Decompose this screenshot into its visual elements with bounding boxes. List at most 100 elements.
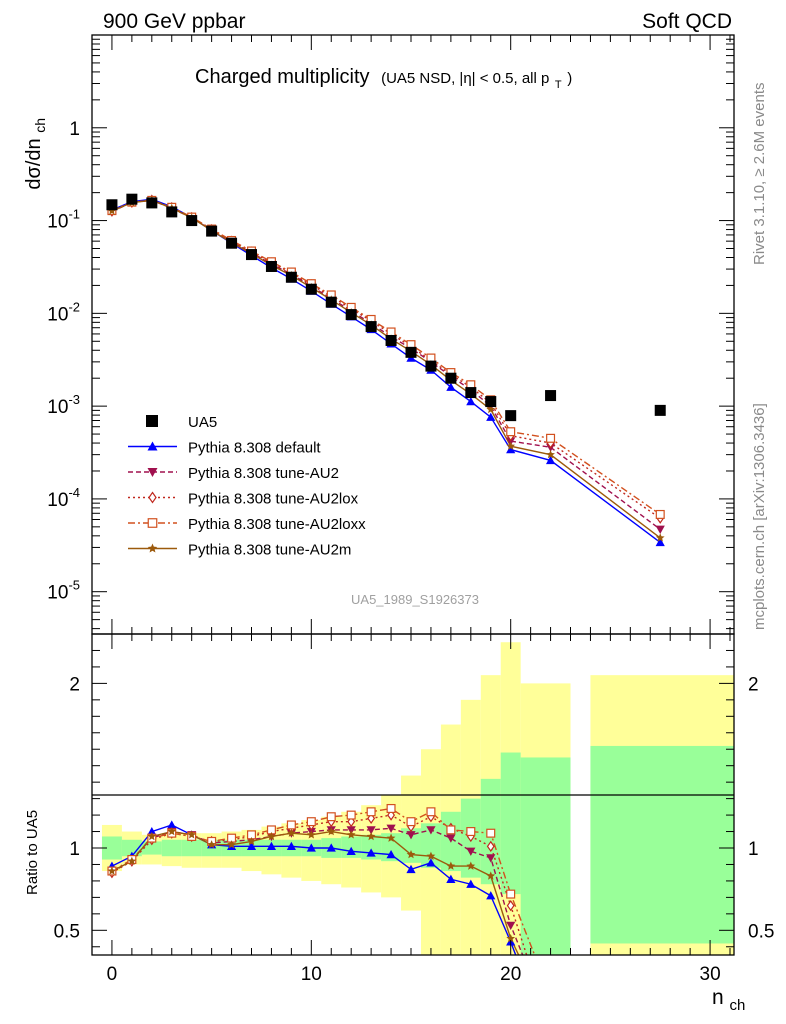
y-tick-label-ratio-left: 2 [69,674,80,695]
series-marker [655,533,665,542]
series-marker [406,864,416,874]
series-marker [486,404,496,414]
series-marker [506,889,516,899]
series-marker [446,874,456,883]
series-marker [506,427,516,437]
series-marker [187,830,197,839]
series-marker [506,445,516,454]
series-marker [426,826,436,835]
series-marker [466,879,476,888]
y-tick-label-exp: -2 [68,299,80,314]
y-tick-label-base: 10 [47,583,68,604]
y-tick-label-main: 10-3 [47,392,80,418]
band-stat [500,752,521,895]
series-marker [406,817,416,827]
series-marker [286,820,296,830]
series-marker [148,491,157,504]
legend-label-ua5: UA5 [188,414,217,431]
data-point-ua5 [405,346,417,358]
plot-title-sub-index: T [555,79,562,91]
data-point-ua5 [545,390,557,402]
series-marker [655,509,665,519]
data-point-ua5 [206,225,218,237]
main-data-points [106,193,666,422]
ratio-uncertainty-bands [101,642,734,955]
series-marker [506,437,516,446]
legend-marker-ua5 [146,415,158,427]
legend-label: Pythia 8.308 tune-AU2lox [188,491,359,508]
series-marker [546,433,556,443]
series-marker [486,854,496,863]
series-marker [506,921,516,930]
series-marker [286,841,296,851]
y-tick-label-base: 10 [47,212,68,233]
y-axis-label-main-prefix: dσ/dn [23,138,45,189]
series-marker [227,840,236,849]
x-tick-label: 30 [700,964,721,985]
series-marker [167,826,177,836]
ratio-series-layer [107,803,536,955]
band-stat [181,839,202,857]
data-point-ua5 [325,296,337,308]
y-tick-label-exp: -3 [68,392,80,407]
series-marker [207,840,216,849]
series-marker [107,206,117,215]
series-marker [387,809,396,821]
series-marker [346,846,356,855]
data-point-ua5 [365,321,377,333]
series-marker [167,820,177,829]
data-point-ua5 [186,215,198,227]
series-marker [426,858,436,867]
y-tick-label-base: 1 [69,119,80,140]
series-marker [446,382,456,391]
y-tick-label-ratio-right: 1 [748,839,759,860]
band-stat [101,836,122,860]
y-tick-label-ratio-left: 1 [69,839,80,860]
series-marker [545,455,556,465]
ratio-line [111,824,517,955]
band-stat [590,745,734,944]
data-point-ua5 [226,237,238,249]
data-point-ua5 [485,396,497,408]
data-point-ua5 [385,334,397,346]
series-marker [326,843,336,852]
series-marker [506,899,515,912]
x-axis-label-main: n [712,986,724,1009]
y-tick-label-main: 10-4 [47,485,80,511]
series-marker [147,831,157,841]
series-marker [466,861,476,870]
x-axis-label-sub: ch [730,997,746,1014]
y-tick-label-main: 10-5 [47,578,80,604]
data-point-ua5 [126,193,138,205]
series-marker [466,827,476,837]
series-marker [366,807,376,817]
y-tick-label-base: 10 [47,397,68,418]
y-tick-label-ratio-left: 0.5 [54,921,80,942]
y-tick-label-ratio-right: 0.5 [748,921,774,942]
series-marker [386,803,396,814]
series-marker [486,840,495,853]
series-marker [426,807,436,817]
legend-label: Pythia 8.308 default [188,440,321,457]
plot-title-sub: (UA5 NSD, |η| < 0.5, all p [381,70,549,87]
y-axis-label-main: dσ/dn ch [23,118,48,190]
ratio-panel-frame [91,633,735,956]
series-marker [347,816,356,828]
data-point-ua5 [425,360,437,372]
series-marker [147,468,158,477]
series-marker [266,841,277,851]
data-point-ua5 [305,283,317,295]
data-point-ua5 [265,260,277,272]
data-point-ua5 [285,271,297,283]
series-marker [306,830,316,839]
band-stat [401,828,421,863]
series-marker [246,841,257,851]
y-tick-label-exp: -4 [68,485,80,500]
ratio-line [111,814,528,955]
y-tick-label-main: 1 [69,119,80,140]
series-marker [366,848,376,857]
y-axis-label-main-sub: ch [32,118,48,133]
analysis-id: UA5_1989_S1926373 [351,592,479,607]
series-marker [346,810,356,820]
